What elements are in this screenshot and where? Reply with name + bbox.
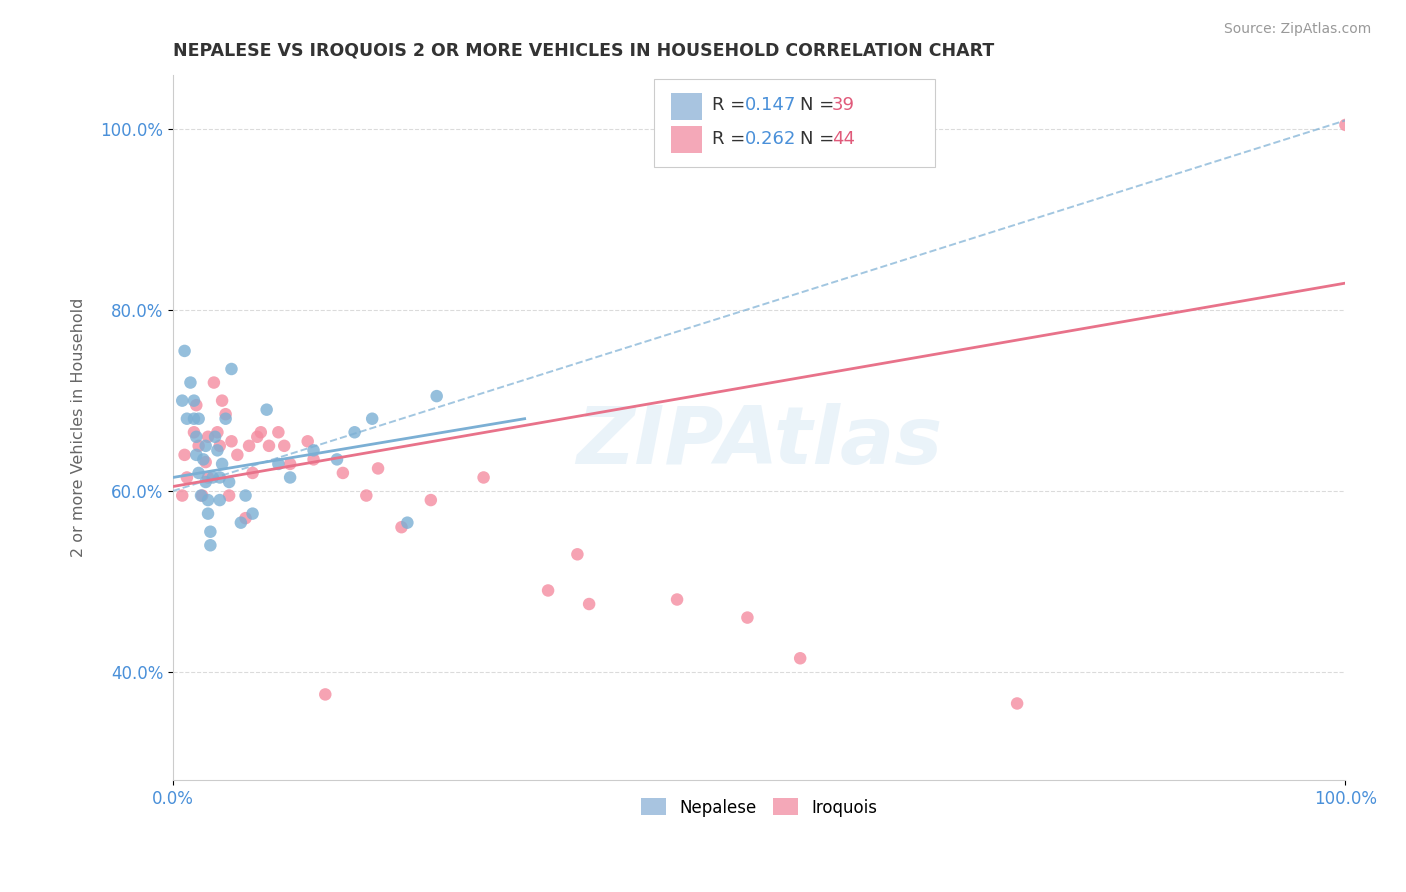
Point bbox=[194, 475, 217, 489]
Point bbox=[208, 470, 231, 484]
Point bbox=[211, 457, 233, 471]
Point bbox=[578, 597, 600, 611]
Point bbox=[202, 376, 225, 390]
Point bbox=[194, 455, 217, 469]
Point bbox=[426, 389, 449, 403]
Point bbox=[197, 493, 219, 508]
Point bbox=[367, 461, 389, 475]
FancyBboxPatch shape bbox=[654, 78, 935, 167]
Point bbox=[197, 470, 219, 484]
Point bbox=[229, 516, 252, 530]
Point bbox=[183, 425, 205, 440]
Point bbox=[302, 443, 325, 458]
Point bbox=[235, 489, 257, 503]
Point bbox=[200, 524, 222, 539]
Text: R =: R = bbox=[713, 96, 751, 114]
Point bbox=[789, 651, 811, 665]
Point bbox=[208, 493, 231, 508]
Text: 44: 44 bbox=[832, 130, 855, 148]
Point bbox=[197, 507, 219, 521]
Point bbox=[183, 411, 205, 425]
Text: 39: 39 bbox=[832, 96, 855, 114]
Point bbox=[246, 430, 269, 444]
Point bbox=[242, 507, 264, 521]
Point bbox=[187, 439, 209, 453]
Text: N =: N = bbox=[800, 130, 841, 148]
Point bbox=[257, 439, 280, 453]
FancyBboxPatch shape bbox=[671, 126, 702, 153]
Point bbox=[221, 362, 243, 376]
Point bbox=[302, 452, 325, 467]
Point bbox=[201, 470, 224, 484]
Point bbox=[242, 466, 264, 480]
Point bbox=[332, 466, 354, 480]
Point bbox=[187, 411, 209, 425]
Point bbox=[218, 489, 240, 503]
Point bbox=[214, 411, 236, 425]
Point bbox=[267, 457, 290, 471]
Point bbox=[176, 411, 198, 425]
Point bbox=[396, 516, 419, 530]
Point bbox=[1005, 697, 1028, 711]
Point bbox=[472, 470, 495, 484]
Point bbox=[186, 430, 208, 444]
Point bbox=[249, 425, 271, 440]
Legend: Nepalese, Iroquois: Nepalese, Iroquois bbox=[633, 790, 886, 825]
Point bbox=[567, 547, 589, 561]
Text: ZIPAtlas: ZIPAtlas bbox=[576, 403, 942, 481]
Point bbox=[200, 538, 222, 552]
Point bbox=[666, 592, 689, 607]
Point bbox=[221, 434, 243, 449]
Text: R =: R = bbox=[713, 130, 751, 148]
Point bbox=[356, 489, 378, 503]
Point bbox=[179, 376, 201, 390]
Point bbox=[207, 425, 229, 440]
Point bbox=[208, 439, 231, 453]
Text: 0.262: 0.262 bbox=[745, 130, 796, 148]
Point bbox=[194, 439, 217, 453]
Text: 0.147: 0.147 bbox=[745, 96, 796, 114]
Point bbox=[235, 511, 257, 525]
Point bbox=[173, 343, 195, 358]
FancyBboxPatch shape bbox=[671, 93, 702, 120]
Text: Source: ZipAtlas.com: Source: ZipAtlas.com bbox=[1223, 22, 1371, 37]
Point bbox=[173, 448, 195, 462]
Point bbox=[737, 610, 759, 624]
Point bbox=[190, 489, 212, 503]
Point bbox=[326, 452, 349, 467]
Point bbox=[278, 457, 301, 471]
Point bbox=[314, 688, 336, 702]
Text: NEPALESE VS IROQUOIS 2 OR MORE VEHICLES IN HOUSEHOLD CORRELATION CHART: NEPALESE VS IROQUOIS 2 OR MORE VEHICLES … bbox=[173, 42, 994, 60]
Point bbox=[172, 489, 194, 503]
Point bbox=[211, 393, 233, 408]
Point bbox=[218, 475, 240, 489]
Point bbox=[207, 443, 229, 458]
Point bbox=[172, 393, 194, 408]
Point bbox=[343, 425, 366, 440]
Point bbox=[186, 398, 208, 412]
Point bbox=[226, 448, 249, 462]
Point bbox=[238, 439, 260, 453]
Point bbox=[256, 402, 278, 417]
Point bbox=[176, 470, 198, 484]
Point bbox=[191, 489, 214, 503]
Point bbox=[537, 583, 560, 598]
Point bbox=[214, 407, 236, 421]
Point bbox=[273, 439, 295, 453]
Point bbox=[193, 452, 215, 467]
Point bbox=[187, 466, 209, 480]
Point bbox=[186, 448, 208, 462]
Point bbox=[361, 411, 384, 425]
Point bbox=[197, 430, 219, 444]
Point bbox=[419, 493, 441, 508]
Y-axis label: 2 or more Vehicles in Household: 2 or more Vehicles in Household bbox=[72, 298, 86, 558]
Text: N =: N = bbox=[800, 96, 841, 114]
Point bbox=[204, 430, 226, 444]
Point bbox=[391, 520, 413, 534]
Point bbox=[1334, 118, 1357, 132]
Point bbox=[183, 393, 205, 408]
Point bbox=[297, 434, 319, 449]
Point bbox=[278, 470, 301, 484]
Point bbox=[267, 425, 290, 440]
